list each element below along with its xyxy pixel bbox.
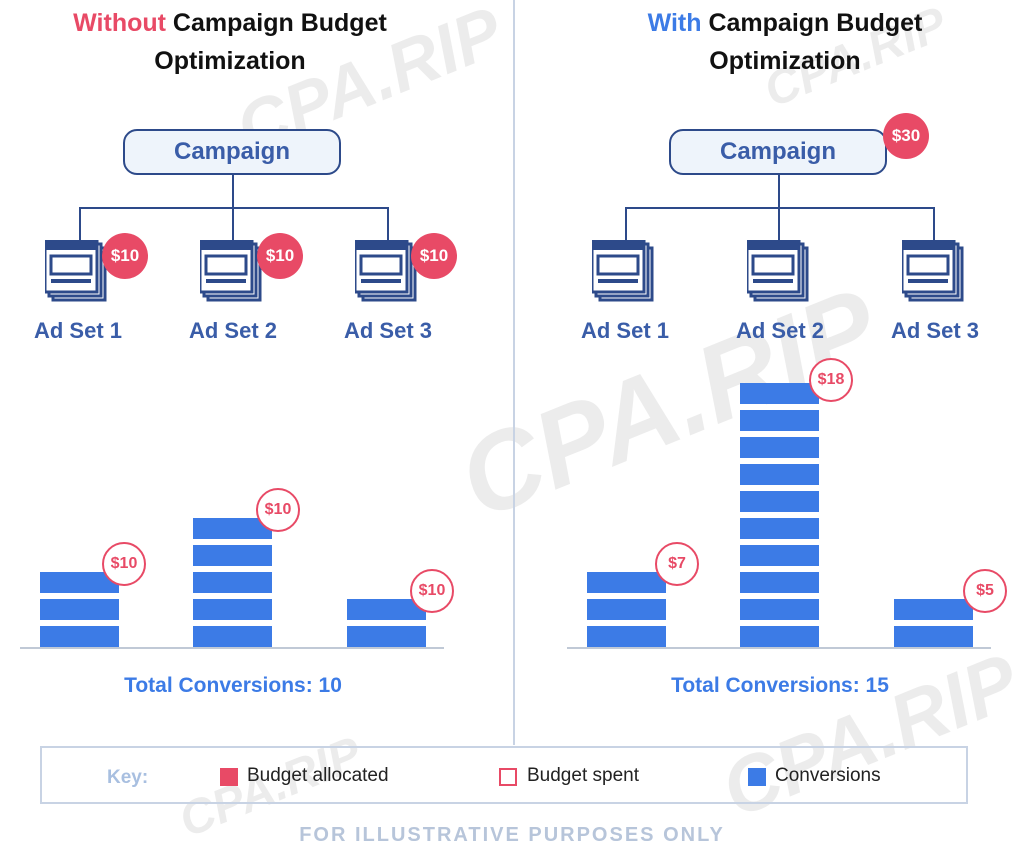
right-branch-line — [625, 207, 935, 209]
left-conversion-bar-3 — [347, 593, 426, 647]
conversion-block — [347, 626, 426, 647]
adset-icon — [747, 240, 809, 302]
right-chart-baseline — [567, 647, 991, 649]
budget-spent-swatch-icon — [499, 768, 517, 786]
panel-divider — [513, 0, 515, 745]
left-adset-1-budget-badge: $10 — [102, 233, 148, 279]
right-adset-2-label: Ad Set 2 — [735, 318, 825, 343]
right-adset-1-label: Ad Set 1 — [580, 318, 670, 343]
left-campaign-box: Campaign — [123, 129, 341, 175]
conversion-block — [740, 464, 819, 485]
left-title: Without Campaign Budget Optimization — [15, 4, 445, 80]
left-adset-1-label: Ad Set 1 — [33, 318, 123, 343]
watermark: CPA.RIP — [442, 264, 896, 543]
left-bar-1-spent-badge: $10 — [102, 542, 146, 586]
left-bar-3-spent-badge: $10 — [410, 569, 454, 613]
right-adset-3-label: Ad Set 3 — [890, 318, 980, 343]
conversion-block — [193, 518, 272, 539]
budget-allocated-swatch-icon — [220, 768, 238, 786]
right-drop-line-3 — [933, 207, 935, 240]
conversion-block — [193, 626, 272, 647]
right-title-line2: Optimization — [709, 47, 861, 75]
right-bar-1-spent-badge: $7 — [655, 542, 699, 586]
legend-budget-spent: Budget spent — [527, 765, 639, 786]
left-drop-line-1 — [79, 207, 81, 240]
left-adset-3-budget-badge: $10 — [411, 233, 457, 279]
right-trunk-line — [778, 175, 780, 208]
conversion-block — [740, 491, 819, 512]
right-campaign-budget-badge: $30 — [883, 113, 929, 159]
conversion-block — [740, 437, 819, 458]
conversion-block — [740, 518, 819, 539]
right-title: With Campaign Budget Optimization — [570, 4, 1000, 80]
legend-conversions: Conversions — [775, 765, 881, 786]
left-conversion-bar-2 — [193, 512, 272, 647]
adset-icon — [45, 240, 107, 302]
right-bar-2-spent-badge: $18 — [809, 358, 853, 402]
left-trunk-line — [232, 175, 234, 208]
conversion-block — [587, 626, 666, 647]
legend-title: Key: — [107, 767, 149, 788]
right-conversion-bar-2 — [740, 377, 819, 647]
left-chart-baseline — [20, 647, 444, 649]
conversion-block — [193, 545, 272, 566]
conversion-block — [40, 626, 119, 647]
left-adset-2-label: Ad Set 2 — [188, 318, 278, 343]
conversion-block — [347, 599, 426, 620]
right-title-emphasis: With — [647, 9, 702, 37]
right-total-conversions: Total Conversions: 15 — [671, 674, 889, 697]
adset-icon — [902, 240, 964, 302]
right-drop-line-2 — [778, 207, 780, 240]
conversion-block — [40, 572, 119, 593]
adset-icon — [355, 240, 417, 302]
left-conversion-bar-1 — [40, 566, 119, 647]
conversion-block — [740, 626, 819, 647]
conversion-block — [740, 383, 819, 404]
left-branch-line — [79, 207, 389, 209]
left-drop-line-3 — [387, 207, 389, 240]
left-total-conversions: Total Conversions: 10 — [124, 674, 342, 697]
right-title-rest: Campaign Budget — [701, 9, 923, 37]
left-title-line2: Optimization — [154, 47, 306, 75]
left-bar-2-spent-badge: $10 — [256, 488, 300, 532]
adset-icon — [592, 240, 654, 302]
right-drop-line-1 — [625, 207, 627, 240]
conversion-block — [894, 626, 973, 647]
conversion-block — [740, 410, 819, 431]
left-title-rest: Campaign Budget — [165, 9, 387, 37]
conversion-block — [587, 599, 666, 620]
right-conversion-bar-3 — [894, 593, 973, 647]
conversion-block — [193, 599, 272, 620]
right-campaign-box: Campaign — [669, 129, 887, 175]
conversion-block — [894, 599, 973, 620]
adset-icon — [200, 240, 262, 302]
conversion-block — [740, 545, 819, 566]
left-adset-2-budget-badge: $10 — [257, 233, 303, 279]
conversion-block — [740, 572, 819, 593]
left-drop-line-2 — [232, 207, 234, 240]
right-conversion-bar-1 — [587, 566, 666, 647]
disclaimer-footer: FOR ILLUSTRATIVE PURPOSES ONLY — [299, 824, 725, 846]
legend-box: Key: Budget allocated Budget spent Conve… — [40, 746, 968, 804]
left-adset-3-label: Ad Set 3 — [343, 318, 433, 343]
conversions-swatch-icon — [748, 768, 766, 786]
legend-budget-allocated: Budget allocated — [247, 765, 389, 786]
left-title-emphasis: Without — [73, 9, 166, 37]
conversion-block — [40, 599, 119, 620]
conversion-block — [193, 572, 272, 593]
right-bar-3-spent-badge: $5 — [963, 569, 1007, 613]
conversion-block — [740, 599, 819, 620]
watermark: CPA.RIP — [709, 636, 1024, 835]
conversion-block — [587, 572, 666, 593]
